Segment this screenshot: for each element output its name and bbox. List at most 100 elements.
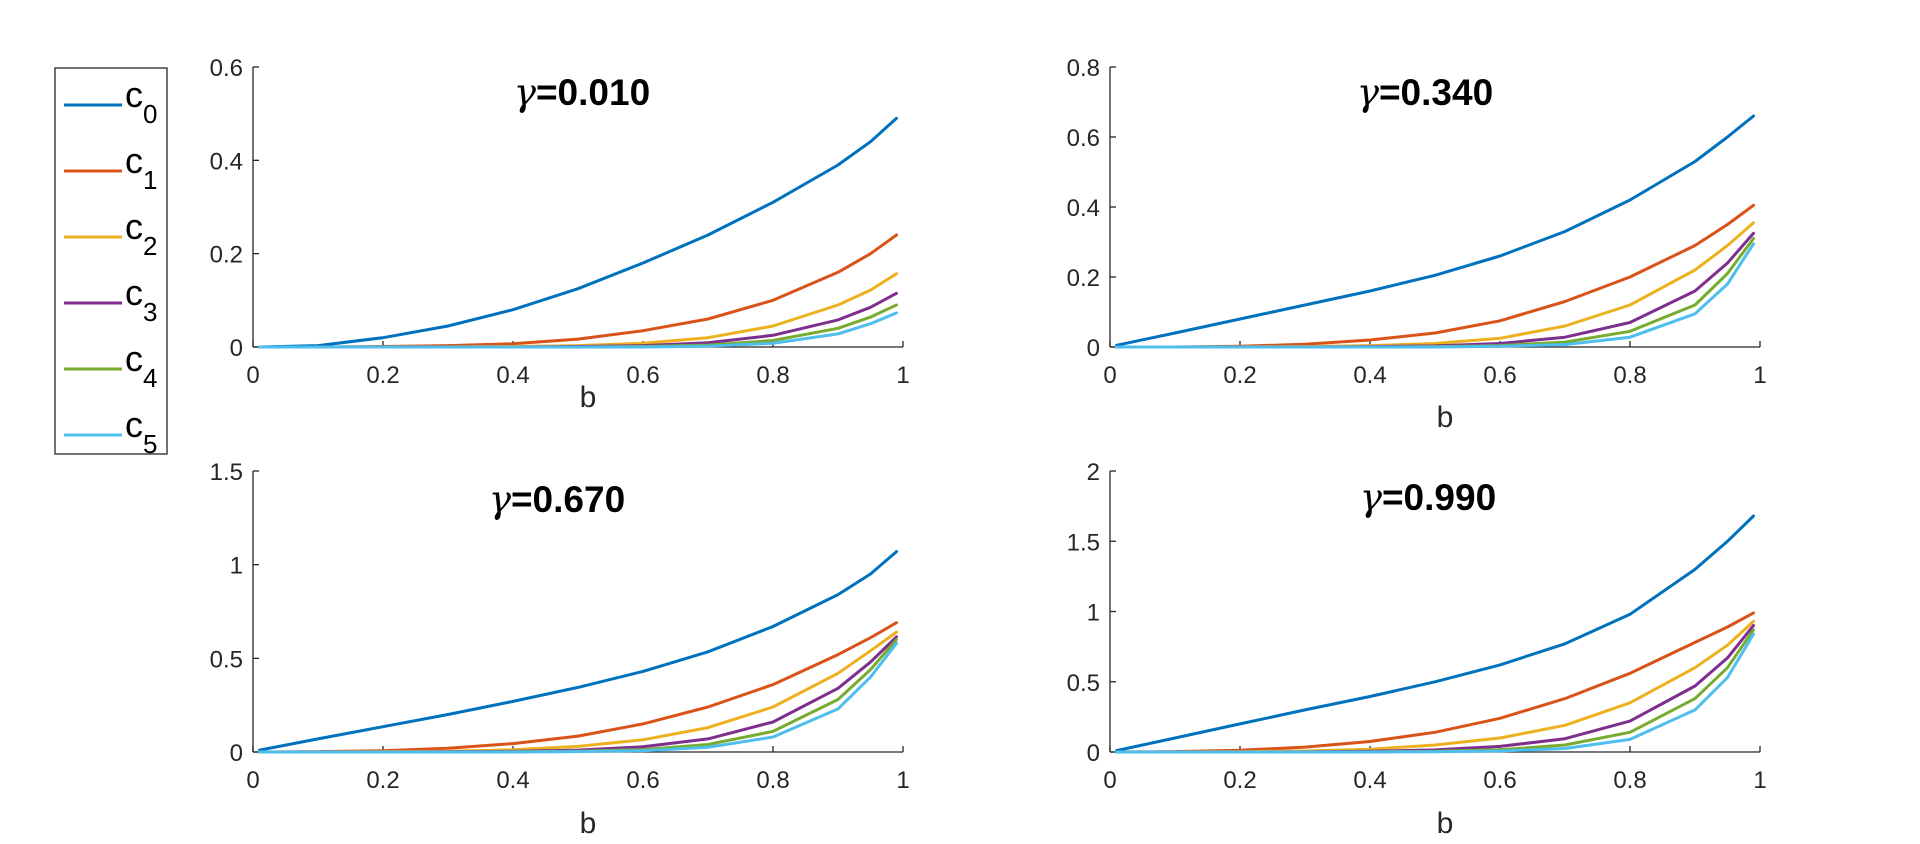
y-tick-label: 0 (1087, 335, 1100, 362)
legend-entry: c4 (64, 338, 157, 393)
legend-label-base: c (125, 404, 143, 445)
x-tick-label: 0.2 (1223, 767, 1256, 794)
gamma-symbol: γ (1357, 71, 1380, 114)
legend-label-base: c (125, 74, 143, 115)
x-tick-label: 0.2 (1223, 362, 1256, 389)
x-tick-label: 0 (246, 767, 259, 794)
x-tick-label: 0.4 (496, 362, 529, 389)
legend-entry: c0 (64, 74, 157, 129)
x-tick-label: 0 (246, 362, 259, 389)
y-tick-label: 0.6 (210, 55, 243, 82)
chart-panel-3: 0 0.2 0.4 0.6 0.8 1 0 0.5 1 1.5 b γ=0.670 (210, 459, 910, 840)
x-tick-label: 1 (1753, 362, 1766, 389)
legend-label-base: c (125, 206, 143, 247)
series-line-c5 (1115, 242, 1755, 349)
chart-title: γ=0.990 (1360, 476, 1496, 519)
gamma-symbol: γ (489, 478, 512, 521)
x-axis-label: b (1437, 401, 1454, 434)
gamma-value: =0.340 (1379, 72, 1493, 113)
legend-label-base: c (125, 338, 143, 379)
legend-entry: c1 (64, 140, 157, 195)
y-tick-label: 0.4 (1067, 195, 1100, 222)
series-line-c5 (1115, 632, 1755, 754)
x-axis-label: b (580, 381, 597, 414)
legend-label-subscript: 0 (143, 99, 157, 129)
y-tick-label: 0.5 (210, 646, 243, 673)
chart-panel-4: 0 0.2 0.4 0.6 0.8 1 0 0.5 1 1.5 2 b γ=0.990 (1067, 459, 1767, 840)
legend-entry: c2 (64, 206, 157, 261)
x-tick-label: 0.2 (366, 362, 399, 389)
gamma-symbol: γ (514, 71, 537, 114)
y-tick-label: 0 (230, 335, 243, 362)
legend-box (54, 67, 168, 455)
gamma-symbol: γ (1360, 476, 1383, 519)
y-tick-label: 0.4 (210, 148, 243, 175)
chart-panel-2: 0 0.2 0.4 0.6 0.8 1 0 0.2 0.4 0.6 0.8 b γ=0.340 (1067, 55, 1767, 434)
series-line-c5 (258, 641, 898, 754)
legend-label-subscript: 1 (143, 165, 157, 195)
y-tick-label: 1.5 (210, 459, 243, 486)
legend-label: c0 (125, 74, 157, 129)
series-line-c0 (258, 550, 898, 752)
legend-label: c5 (125, 404, 157, 459)
chart-title: γ=0.010 (514, 71, 650, 114)
x-axis-label: b (1437, 807, 1454, 840)
x-tick-label: 1 (896, 362, 909, 389)
gamma-value: =0.990 (1382, 477, 1496, 518)
x-tick-label: 0.8 (1613, 767, 1646, 794)
x-tick-label: 0.6 (626, 362, 659, 389)
chart-panel-1: 0 0.2 0.4 0.6 0.8 1 0 0.2 0.4 0.6 b γ=0.010 (210, 55, 910, 414)
series-line-c4 (1115, 237, 1755, 349)
x-tick-label: 0.8 (756, 362, 789, 389)
x-tick-label: 0.6 (1483, 362, 1516, 389)
chart-title: γ=0.670 (489, 478, 625, 521)
y-tick-label: 0.2 (1067, 265, 1100, 292)
y-tick-label: 0.2 (210, 242, 243, 269)
y-tick-label: 1 (1087, 600, 1100, 627)
x-tick-label: 0 (1103, 767, 1116, 794)
legend-label-subscript: 3 (143, 297, 157, 327)
x-tick-label: 1 (896, 767, 909, 794)
gamma-value: =0.670 (511, 479, 625, 520)
legend-label: c3 (125, 272, 157, 327)
series-line-c2 (258, 630, 898, 754)
y-tick-label: 0.6 (1067, 125, 1100, 152)
legend-label-base: c (125, 140, 143, 181)
legend-label-base: c (125, 272, 143, 313)
y-tick-label: 1 (230, 553, 243, 580)
y-tick-label: 0 (1087, 740, 1100, 767)
x-tick-label: 0.8 (1613, 362, 1646, 389)
chart-title: γ=0.340 (1357, 71, 1493, 114)
x-tick-label: 0 (1103, 362, 1116, 389)
series-line-c5 (258, 311, 898, 349)
y-tick-label: 1.5 (1067, 529, 1100, 556)
series-line-c0 (1115, 514, 1755, 753)
legend-entry: c3 (64, 272, 157, 327)
y-tick-label: 0.8 (1067, 55, 1100, 82)
x-tick-label: 1 (1753, 767, 1766, 794)
x-tick-label: 0.2 (366, 767, 399, 794)
legend-label-subscript: 5 (143, 429, 157, 459)
x-tick-label: 0.8 (756, 767, 789, 794)
legend-label-subscript: 2 (143, 231, 157, 261)
legend-label-subscript: 4 (143, 363, 157, 393)
x-tick-label: 0.4 (1353, 362, 1386, 389)
legend-label: c4 (125, 338, 157, 393)
gamma-value: =0.010 (536, 72, 650, 113)
y-tick-label: 2 (1087, 459, 1100, 486)
legend-label: c2 (125, 206, 157, 261)
x-axis-label: b (580, 807, 597, 840)
legend-label: c1 (125, 140, 157, 195)
x-tick-label: 0.4 (496, 767, 529, 794)
legend-entry: c5 (64, 404, 157, 459)
x-tick-label: 0.6 (626, 767, 659, 794)
y-tick-label: 0.5 (1067, 670, 1100, 697)
x-tick-label: 0.4 (1353, 767, 1386, 794)
x-tick-label: 0.6 (1483, 767, 1516, 794)
y-tick-label: 0 (230, 740, 243, 767)
series-line-c0 (258, 116, 898, 349)
series-line-c0 (1115, 114, 1755, 347)
